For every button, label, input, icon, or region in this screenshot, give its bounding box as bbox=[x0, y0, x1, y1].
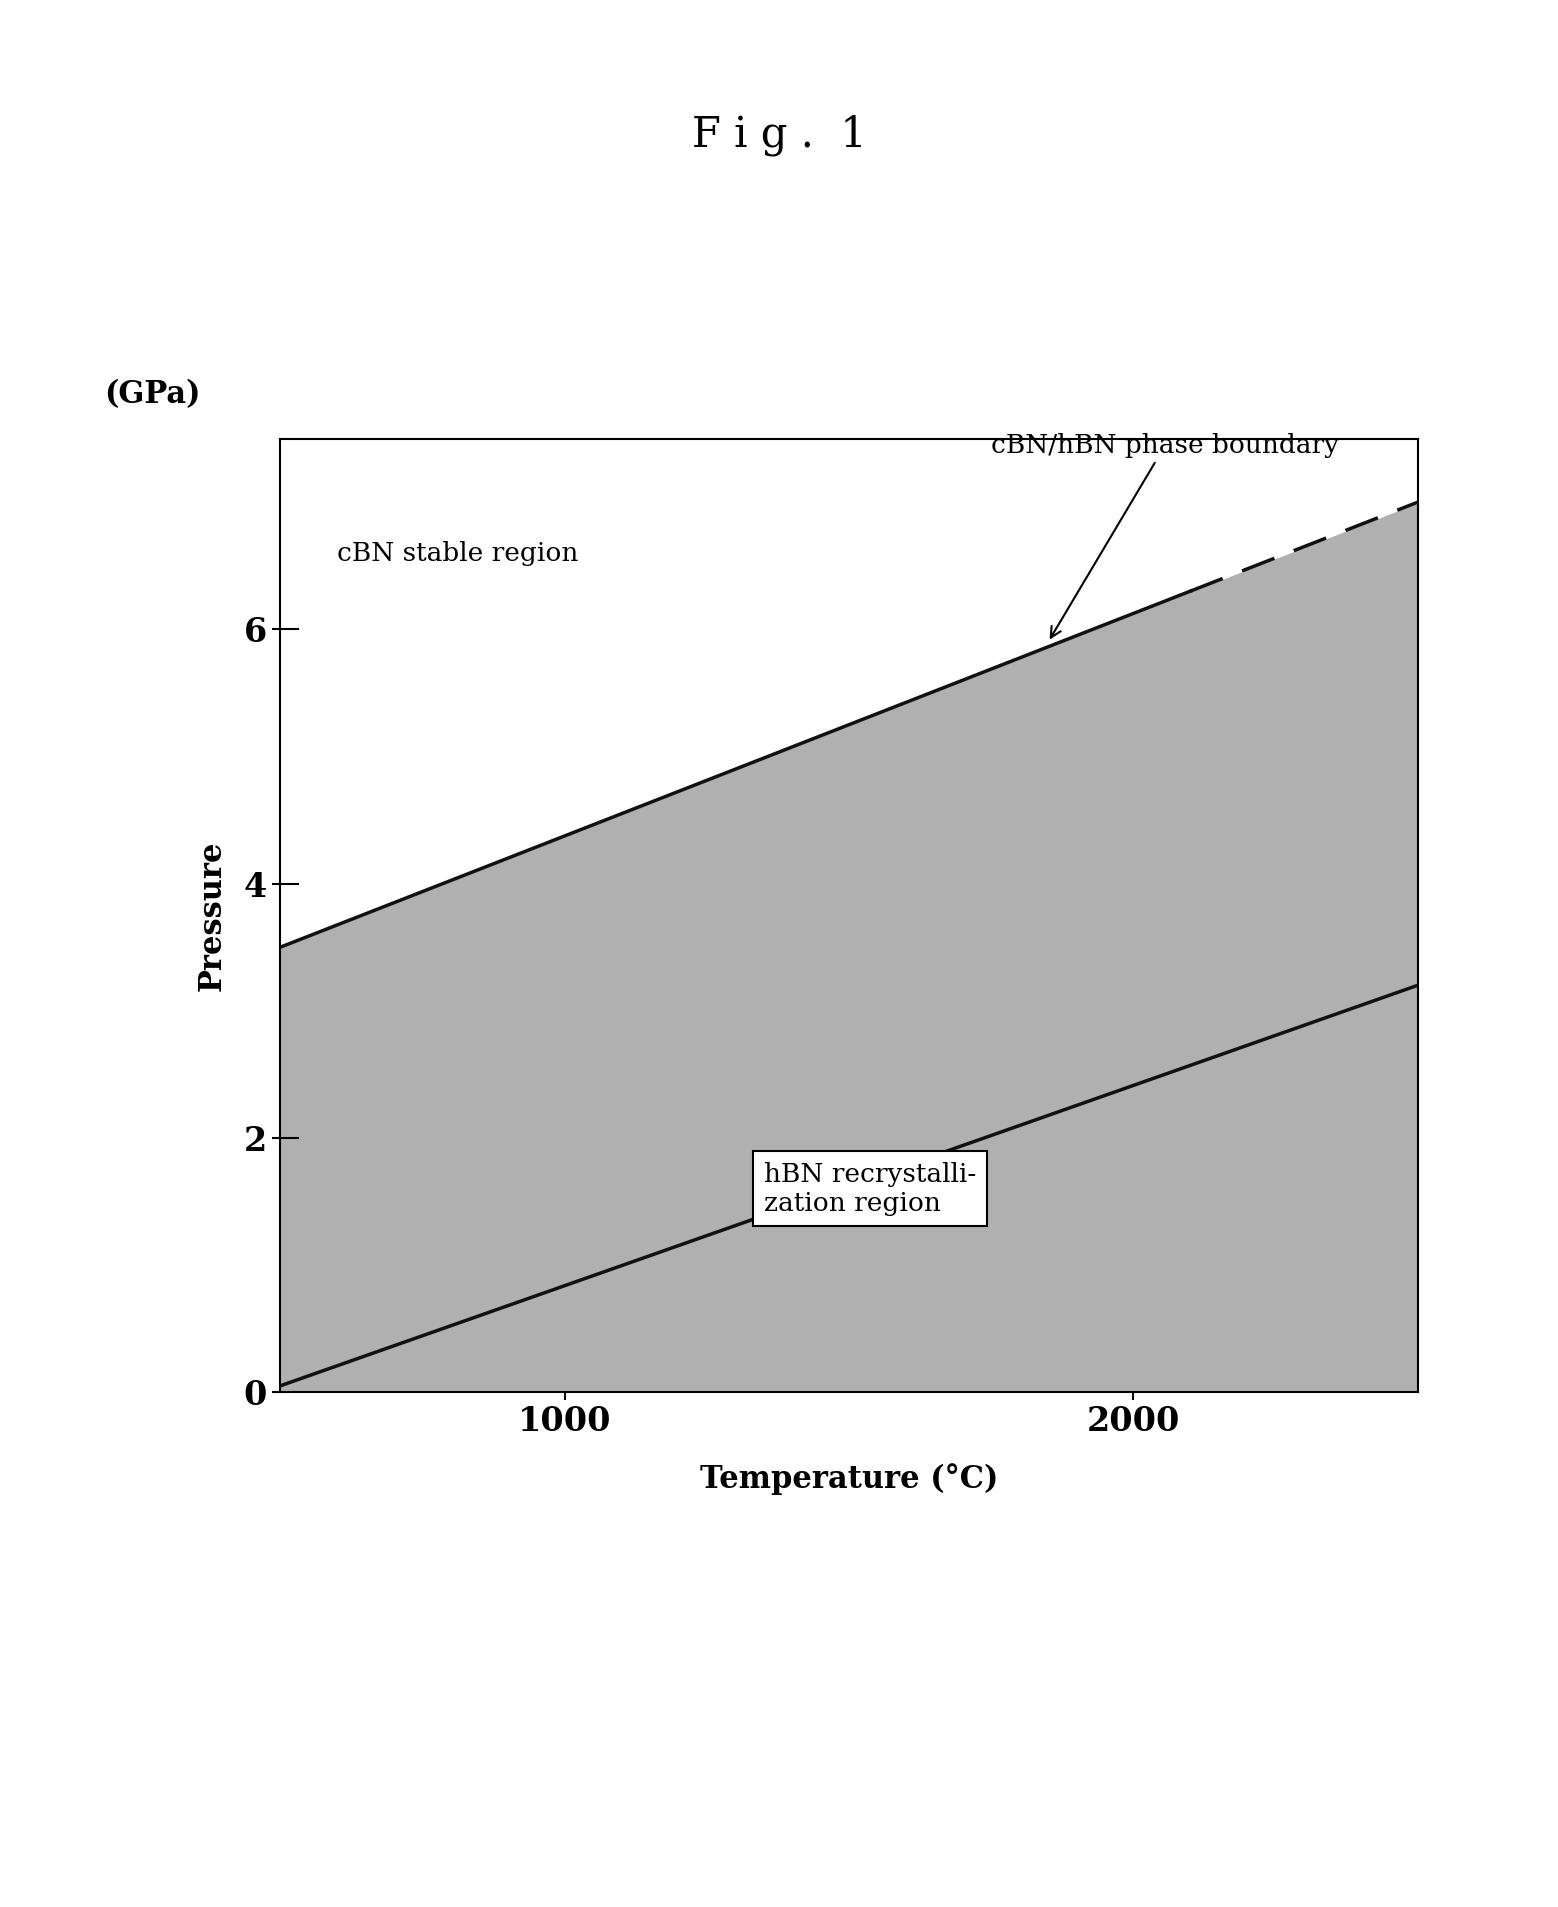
Text: cBN/hBN phase boundary: cBN/hBN phase boundary bbox=[991, 433, 1340, 637]
X-axis label: Temperature (°C): Temperature (°C) bbox=[700, 1463, 999, 1495]
Text: (GPa): (GPa) bbox=[104, 379, 201, 410]
Text: F i g .  1: F i g . 1 bbox=[692, 114, 866, 156]
Text: hBN recrystalli-
zation region: hBN recrystalli- zation region bbox=[763, 1161, 975, 1215]
Y-axis label: Pressure: Pressure bbox=[196, 841, 227, 990]
Text: cBN stable region: cBN stable region bbox=[337, 540, 578, 566]
